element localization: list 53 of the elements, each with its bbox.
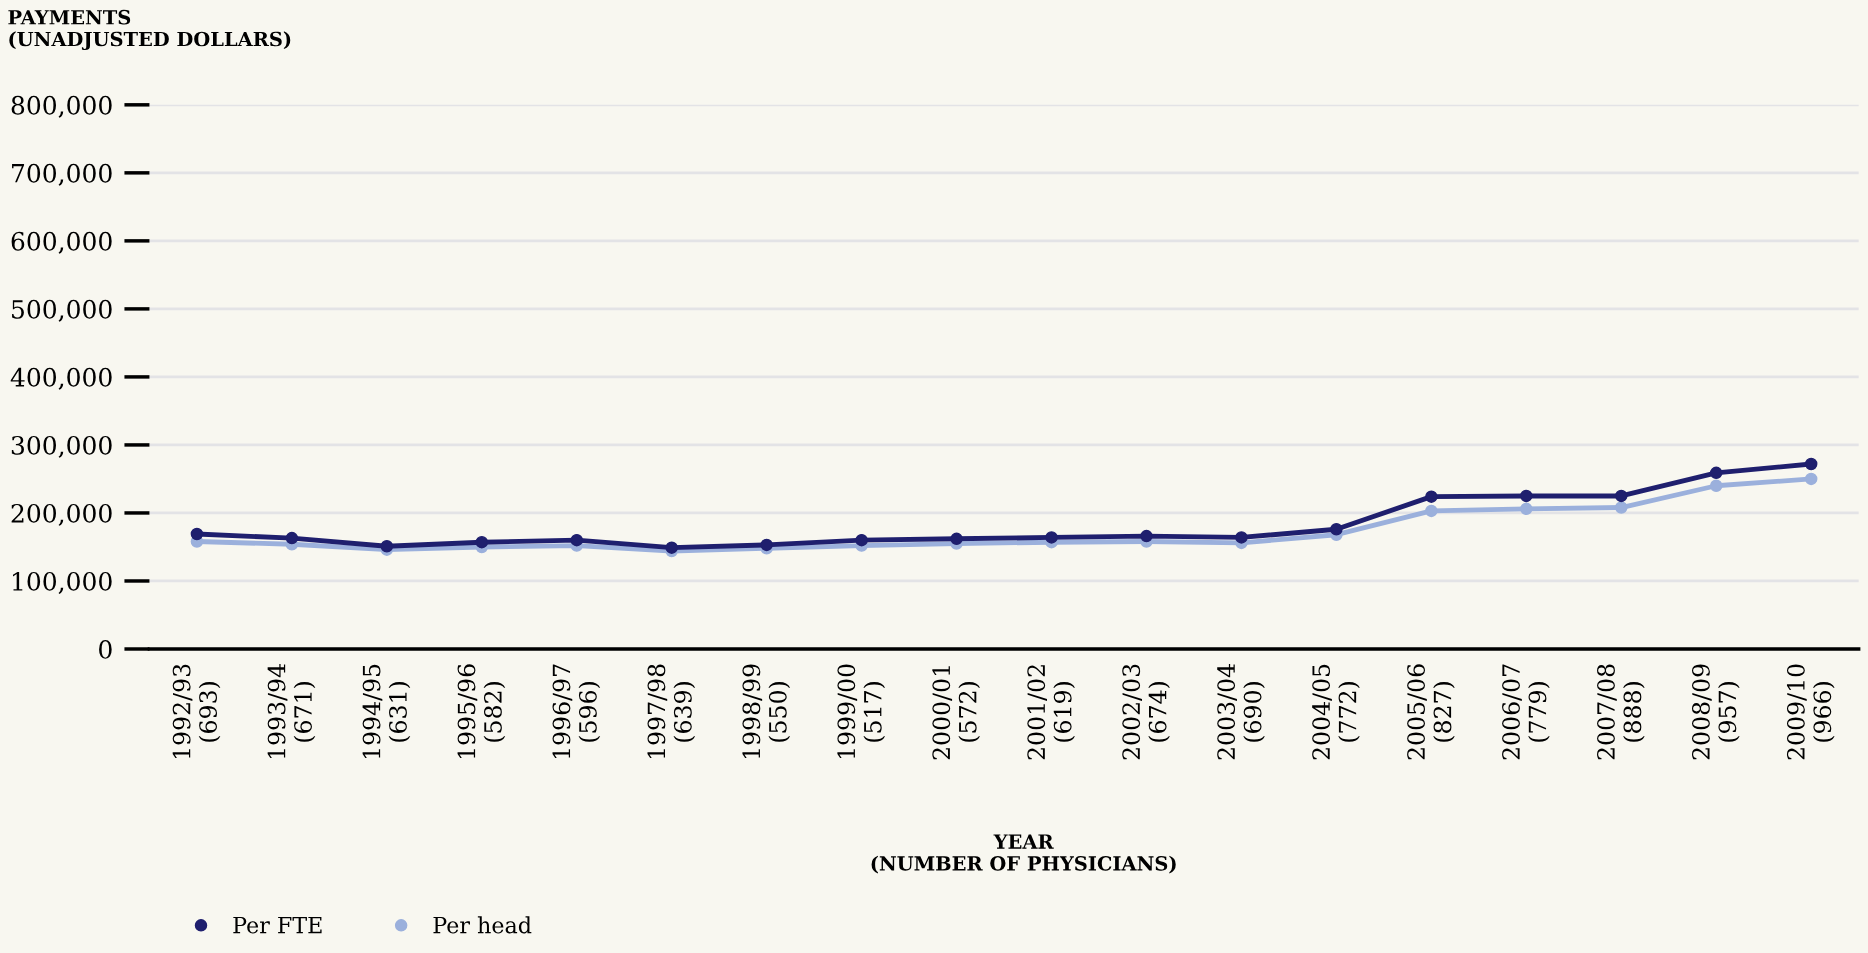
point (760, 538, 773, 552)
point (1520, 489, 1533, 503)
point (855, 533, 868, 547)
y-axis-title: PAYMENTS (UNADJUSTED DOLLARS) (8, 9, 291, 51)
point (1804, 457, 1818, 471)
point (1045, 531, 1058, 544)
point (1425, 504, 1438, 518)
point (1520, 502, 1533, 516)
x-tick-label: 2003/04 (690) (1217, 664, 1265, 760)
point (1140, 529, 1153, 543)
x-axis-title: YEAR (NUMBER OF PHYSICIANS) (871, 834, 1176, 874)
x-tick-label: 1994/95 (631) (362, 664, 411, 759)
legend-label: Per head (433, 916, 532, 934)
y-tick-label: 300,000 (11, 435, 112, 458)
x-tick-label: 2002/03 (674) (1122, 664, 1170, 760)
x-tick-label: 1992/93 (693) (172, 664, 221, 759)
y-tick-label: 600,000 (11, 231, 112, 254)
y-tick-label: 400,000 (10, 367, 112, 390)
x-tick-label: 1993/94 (671) (267, 664, 316, 759)
y-tick-label: 500,000 (12, 299, 112, 322)
x-tick-label: 2004/05 (772) (1312, 664, 1360, 760)
x-tick-label: 1996/97 (596) (552, 664, 601, 759)
point (1615, 501, 1628, 514)
x-tick-label: 2009/10 (966) (1786, 664, 1835, 760)
point (1235, 531, 1248, 544)
x-tick-label: 1995/96 (582) (457, 664, 506, 759)
y-tick-label: 200,000 (11, 503, 112, 526)
point (1425, 490, 1438, 503)
x-tick-label: 2006/07 (779) (1502, 664, 1550, 760)
y-tick-label: 700,000 (12, 163, 112, 186)
point (1615, 489, 1628, 503)
point (1330, 523, 1343, 536)
point (285, 531, 299, 545)
point (665, 541, 678, 554)
y-tick-label: 800,000 (11, 95, 112, 118)
y-tick-label: 0 (99, 639, 112, 659)
legend-label: Per FTE (233, 916, 322, 934)
x-tick-label: 1997/98 (639) (647, 664, 696, 759)
x-tick-label: 1999/00 (517) (837, 664, 886, 759)
x-tick-label: 2007/08 (888) (1597, 664, 1645, 760)
x-tick-label: 1998/99 (550) (742, 664, 791, 759)
point (475, 535, 489, 549)
point (950, 532, 963, 546)
point (190, 527, 204, 541)
x-tick-label: 2000/01 (572) (932, 666, 980, 760)
point (1804, 472, 1818, 486)
x-tick-label: 2001/02 (619) (1027, 665, 1075, 760)
point (1709, 479, 1723, 492)
point (1709, 466, 1723, 480)
y-tick-label: 100,000 (13, 571, 112, 594)
x-tick-label: 2008/09 (957) (1692, 664, 1740, 760)
x-tick-label: 2005/06 (827) (1407, 664, 1455, 760)
point (570, 533, 583, 547)
